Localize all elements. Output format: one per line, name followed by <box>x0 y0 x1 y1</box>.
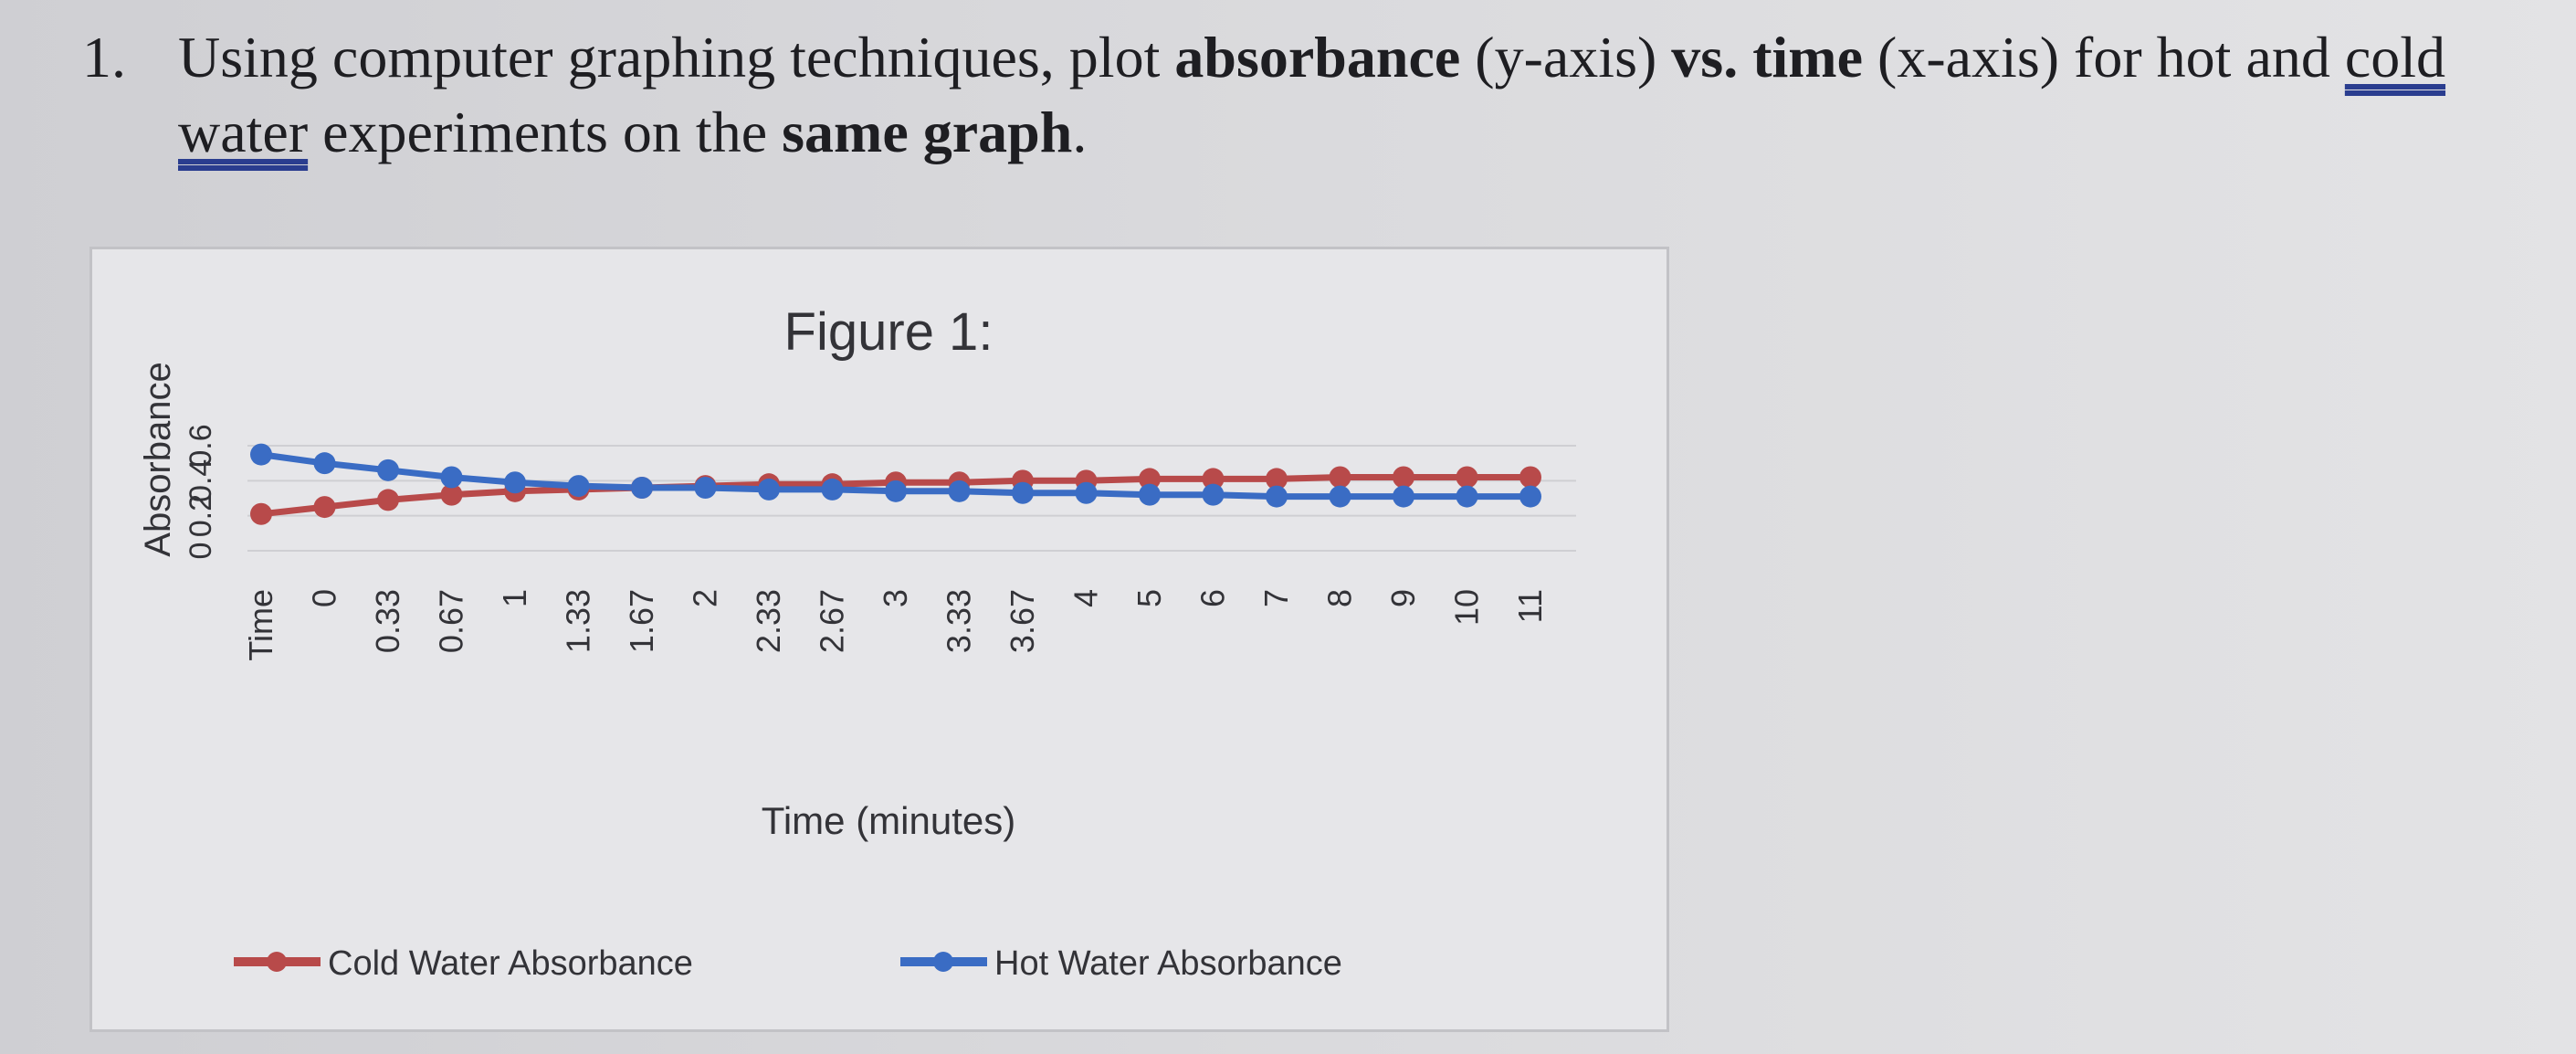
data-point-hot-water <box>1519 485 1541 508</box>
question-bold-time: time <box>1752 25 1863 90</box>
chart-legend: Cold Water Absorbance Hot Water Absorban… <box>234 944 1342 983</box>
data-point-hot-water <box>694 477 717 499</box>
data-point-hot-water <box>885 480 907 502</box>
data-point-hot-water <box>377 458 399 481</box>
x-tick-label: 1.67 <box>623 589 660 653</box>
x-tick-label: 10 <box>1448 589 1486 626</box>
x-tick-label: 7 <box>1257 589 1295 607</box>
x-tick-label: 3 <box>877 589 914 607</box>
data-point-hot-water <box>1329 485 1351 508</box>
x-tick-label: 8 <box>1321 589 1359 607</box>
question-number: 1. <box>82 25 126 90</box>
question-segment: (y-axis) <box>1460 25 1672 90</box>
legend-marker-cold-water <box>267 952 287 972</box>
x-tick-label: 1.33 <box>560 589 597 653</box>
data-point-hot-water <box>313 452 336 475</box>
data-point-hot-water <box>1456 485 1478 508</box>
question-bold-same-graph: same graph <box>782 100 1073 164</box>
data-point-hot-water <box>631 477 653 499</box>
x-tick-label: 2.67 <box>814 589 851 653</box>
x-tick-label: 0.33 <box>369 589 406 653</box>
data-point-hot-water <box>1075 481 1098 504</box>
x-axis-label: Time (minutes) <box>762 799 1015 842</box>
data-point-hot-water <box>567 475 590 498</box>
y-tick-labels: 0 0.20.40.6 <box>184 424 218 559</box>
y-tick-label: 0.6 <box>184 424 218 467</box>
data-point-hot-water <box>1393 485 1414 508</box>
y-tick-label: 0.2 <box>184 494 218 537</box>
data-point-hot-water <box>504 471 526 494</box>
data-point-hot-water <box>1139 483 1161 506</box>
x-tick-label: 5 <box>1130 589 1168 607</box>
question-body: Using computer graphing techniques, plot… <box>178 20 2552 170</box>
data-point-cold-water <box>1456 466 1478 489</box>
legend-label-cold-water: Cold Water Absorbance <box>328 944 693 983</box>
x-tick-label: 0.67 <box>433 589 470 653</box>
data-point-hot-water <box>440 466 463 489</box>
x-tick-label: 2 <box>687 589 724 607</box>
x-tick-label: 3.33 <box>941 589 978 653</box>
question-segment <box>1738 25 1752 90</box>
data-point-cold-water <box>250 502 272 525</box>
x-tick-label: 2.33 <box>750 589 787 653</box>
data-point-cold-water <box>440 483 463 506</box>
y-tick-label: 0 <box>184 543 218 560</box>
y-tick-label: 0.4 <box>184 459 218 502</box>
data-point-cold-water <box>1519 466 1541 489</box>
x-tick-label: 4 <box>1067 589 1105 607</box>
data-point-hot-water <box>1266 485 1288 508</box>
series-points <box>250 443 1541 525</box>
data-point-cold-water <box>1202 468 1225 490</box>
question-bold-vs: vs. <box>1671 25 1739 90</box>
question-segment: . <box>1072 100 1088 164</box>
x-tick-label: 0 <box>306 589 343 607</box>
legend-marker-hot-water <box>933 952 953 972</box>
y-axis-label: Absorbance <box>138 362 178 556</box>
data-point-cold-water <box>1139 468 1161 490</box>
data-point-hot-water <box>758 478 780 501</box>
question-segment: experiments on the <box>308 100 783 164</box>
data-point-cold-water <box>1393 466 1414 489</box>
data-point-cold-water <box>1266 468 1288 490</box>
question-segment: Using computer graphing techniques, plot <box>178 25 1175 90</box>
x-tick-label: 11 <box>1511 589 1549 623</box>
data-point-cold-water <box>313 496 336 519</box>
question-segment: (x-axis) for hot and <box>1863 25 2345 90</box>
absorbance-line-chart: Figure 1: Absorbance 0 0.20.40.6 Time 0 0.3… <box>138 302 1576 983</box>
x-tick-label: 3.67 <box>1004 589 1041 653</box>
x-tick-label: 6 <box>1194 589 1232 607</box>
x-tick-labels: Time 0 0.33 0.67 1 1.33 1.67 2 2.33 2.67 3 3.33 3.67… <box>242 589 1549 661</box>
data-point-cold-water <box>377 489 399 511</box>
data-point-hot-water <box>1202 483 1225 506</box>
question-bold-absorbance: absorbance <box>1174 25 1461 90</box>
data-point-hot-water <box>948 480 971 502</box>
data-point-hot-water <box>1012 481 1034 504</box>
data-point-hot-water <box>250 443 272 466</box>
chart-panel: Figure 1: Absorbance 0 0.2 0.4 0.6 Time 0 0.3… <box>89 247 1669 1032</box>
data-point-cold-water <box>1329 466 1351 489</box>
data-point-hot-water <box>821 478 844 501</box>
chart-title: Figure 1: <box>784 302 994 362</box>
x-tick-label: Time <box>242 589 279 661</box>
legend-label-hot-water: Hot Water Absorbance <box>994 944 1342 983</box>
question-underlined-cold-water: cold water <box>178 25 2446 164</box>
x-tick-label: 1 <box>496 589 533 607</box>
x-tick-label: 9 <box>1384 589 1422 607</box>
